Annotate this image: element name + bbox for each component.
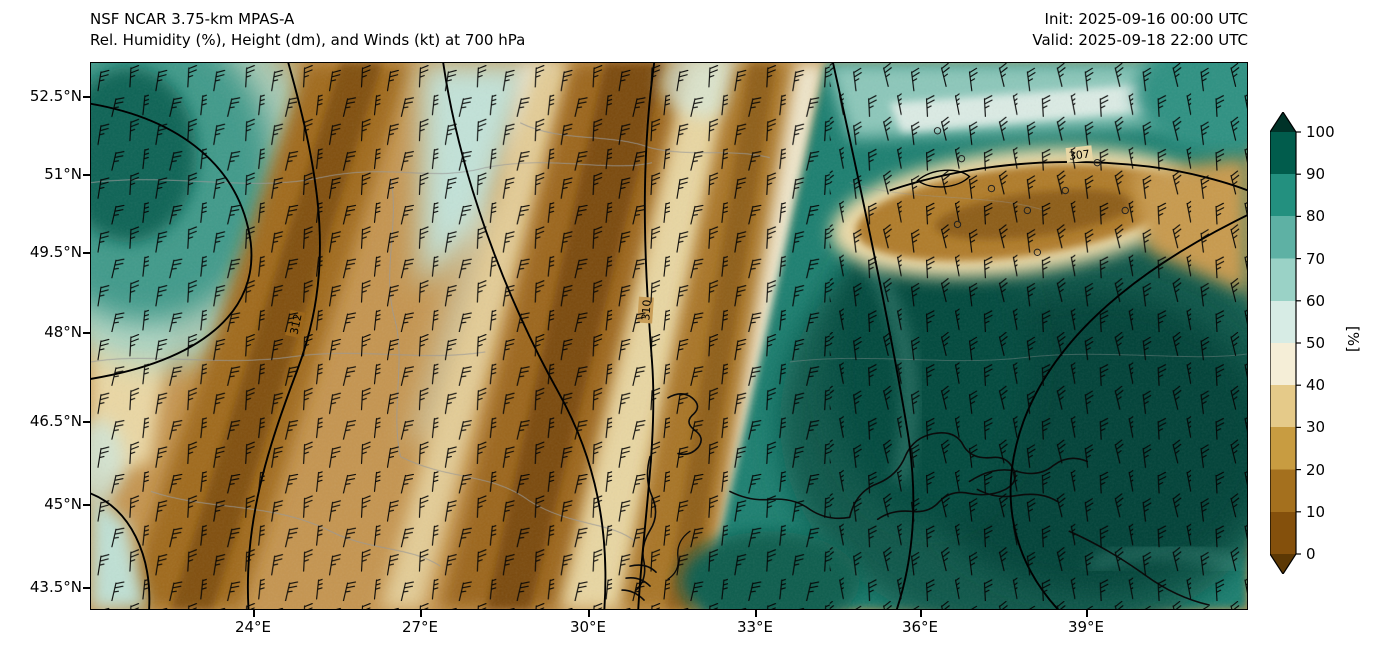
xtick-30e: 30°E [569, 618, 607, 636]
colorbar-units-label: [%] [1343, 326, 1362, 352]
ytick-48n: 48°N [44, 323, 82, 341]
ytickmark [83, 332, 90, 334]
cbtick-50: 50 [1306, 334, 1326, 352]
calm-wind-circles [933, 127, 1129, 256]
xtick-39e: 39°E [1067, 618, 1105, 636]
cbtick-70: 70 [1306, 250, 1326, 268]
colorbar-canvas [1269, 110, 1301, 576]
ytickmark [83, 96, 90, 98]
cbtick-30: 30 [1306, 418, 1326, 436]
ytick-49-5n: 49.5°N [29, 243, 82, 261]
ytick-46-5n: 46.5°N [29, 412, 82, 430]
cbtick-20: 20 [1306, 461, 1326, 479]
xtick-27e: 27°E [401, 618, 439, 636]
xtick-36e: 36°E [901, 618, 939, 636]
colorbar-tickmarks [1296, 131, 1301, 555]
ytickmark [83, 174, 90, 176]
cbtick-80: 80 [1306, 207, 1326, 225]
ytick-52-5n: 52.5°N [29, 87, 82, 105]
colorbar [1269, 110, 1304, 576]
wind-barbs-layer [91, 63, 1247, 609]
xtick-33e: 33°E [736, 618, 774, 636]
cbtick-40: 40 [1306, 376, 1326, 394]
map-panel: 312 310 307 [90, 62, 1248, 610]
xtickmark [1086, 610, 1088, 617]
cbtick-10: 10 [1306, 503, 1326, 521]
xtickmark [588, 610, 590, 617]
ytickmark [83, 504, 90, 506]
init-time: Init: 2025-09-16 00:00 UTC [1044, 10, 1248, 28]
valid-time: Valid: 2025-09-18 22:00 UTC [1032, 31, 1248, 49]
cbtick-0: 0 [1306, 545, 1316, 563]
xtickmark [920, 610, 922, 617]
ytickmark [83, 587, 90, 589]
xtick-24e: 24°E [234, 618, 272, 636]
cbtick-60: 60 [1306, 292, 1326, 310]
ytickmark [83, 252, 90, 254]
model-title: NSF NCAR 3.75-km MPAS-A [90, 10, 295, 28]
cbtick-90: 90 [1306, 165, 1326, 183]
field-title: Rel. Humidity (%), Height (dm), and Wind… [90, 31, 526, 49]
xtickmark [420, 610, 422, 617]
ytick-51n: 51°N [44, 165, 82, 183]
map-canvas: 312 310 307 [91, 63, 1247, 609]
ytick-45n: 45°N [44, 495, 82, 513]
ytickmark [83, 421, 90, 423]
cbtick-100: 100 [1306, 123, 1335, 141]
ytick-43-5n: 43.5°N [29, 578, 82, 596]
xtickmark [253, 610, 255, 617]
xtickmark [755, 610, 757, 617]
